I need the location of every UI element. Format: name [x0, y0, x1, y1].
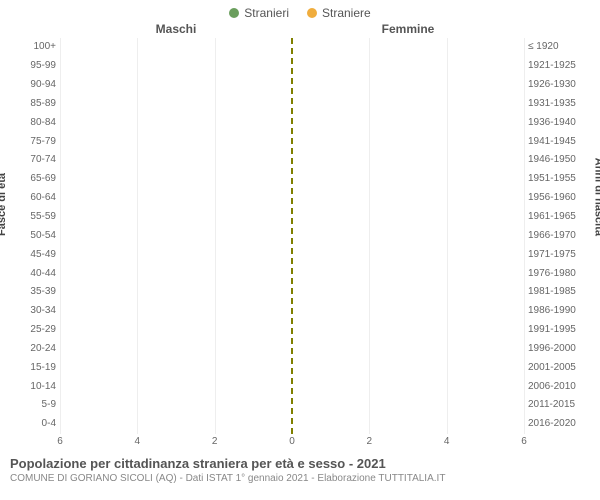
x-tick: 6: [57, 436, 63, 447]
birth-label: 2001-2005: [524, 358, 584, 377]
x-tick: 4: [135, 436, 141, 447]
pyramid-row: [60, 264, 524, 283]
age-label: 65-69: [16, 170, 60, 189]
x-tick: 2: [212, 436, 218, 447]
legend-item-female: Straniere: [307, 6, 371, 20]
age-label: 85-89: [16, 95, 60, 114]
pyramid-row: [60, 113, 524, 132]
age-label: 70-74: [16, 151, 60, 170]
x-tick: 4: [444, 436, 450, 447]
y-axis-label-left: Fasce di età: [0, 173, 8, 236]
pyramid-row: [60, 151, 524, 170]
age-label: 60-64: [16, 189, 60, 208]
legend: Stranieri Straniere: [0, 0, 600, 20]
age-label: 45-49: [16, 245, 60, 264]
pyramid-row: [60, 302, 524, 321]
birth-label: ≤ 1920: [524, 38, 584, 57]
age-label: 55-59: [16, 208, 60, 227]
legend-item-male: Stranieri: [229, 6, 289, 20]
age-label: 30-34: [16, 302, 60, 321]
pyramid-row: [60, 377, 524, 396]
birth-label: 2016-2020: [524, 415, 584, 434]
age-labels: 100+95-9990-9485-8980-8475-7970-7465-696…: [16, 38, 60, 434]
birth-label: 2006-2010: [524, 377, 584, 396]
x-tick: 6: [521, 436, 527, 447]
age-label: 5-9: [16, 396, 60, 415]
pyramid-row: [60, 396, 524, 415]
chart-subtitle: COMUNE DI GORIANO SICOLI (AQ) - Dati IST…: [10, 473, 590, 484]
pyramid-row: [60, 208, 524, 227]
birth-label: 1976-1980: [524, 264, 584, 283]
header-male: Maschi: [60, 22, 292, 36]
y-axis-label-right: Anni di nascita: [592, 158, 600, 236]
pyramid-row: [60, 415, 524, 434]
age-label: 95-99: [16, 57, 60, 76]
birth-label: 1921-1925: [524, 57, 584, 76]
pyramid-row: [60, 170, 524, 189]
birth-label: 1991-1995: [524, 321, 584, 340]
legend-label-female: Straniere: [322, 6, 371, 20]
age-label: 40-44: [16, 264, 60, 283]
birth-label: 1981-1985: [524, 283, 584, 302]
pyramid-row: [60, 38, 524, 57]
birth-label: 1936-1940: [524, 113, 584, 132]
pyramid-row: [60, 76, 524, 95]
age-label: 75-79: [16, 132, 60, 151]
birth-label: 1971-1975: [524, 245, 584, 264]
birth-label: 1931-1935: [524, 95, 584, 114]
birth-label: 2011-2015: [524, 396, 584, 415]
birth-label: 1926-1930: [524, 76, 584, 95]
plot-area: [60, 38, 524, 434]
pyramid-row: [60, 245, 524, 264]
x-tick: 2: [367, 436, 373, 447]
age-label: 15-19: [16, 358, 60, 377]
chart-footer: Popolazione per cittadinanza straniera p…: [0, 450, 600, 484]
legend-label-male: Stranieri: [244, 6, 289, 20]
pyramid-row: [60, 283, 524, 302]
age-label: 10-14: [16, 377, 60, 396]
pyramid-row: [60, 359, 524, 378]
chart-title: Popolazione per cittadinanza straniera p…: [10, 456, 590, 471]
age-label: 0-4: [16, 415, 60, 434]
pyramid-row: [60, 132, 524, 151]
pyramid-row: [60, 189, 524, 208]
birth-label: 1996-2000: [524, 340, 584, 359]
age-label: 20-24: [16, 340, 60, 359]
pyramid-chart: Fasce di età Anni di nascita 100+95-9990…: [0, 38, 600, 434]
age-label: 35-39: [16, 283, 60, 302]
age-label: 25-29: [16, 321, 60, 340]
x-ticks: 6 4 2 0 2 4 6: [60, 436, 524, 450]
age-label: 80-84: [16, 113, 60, 132]
age-label: 90-94: [16, 76, 60, 95]
x-tick: 0: [289, 436, 295, 447]
header-female: Femmine: [292, 22, 524, 36]
pyramid-row: [60, 321, 524, 340]
birth-label: 1946-1950: [524, 151, 584, 170]
birth-label: 1941-1945: [524, 132, 584, 151]
birth-label: 1956-1960: [524, 189, 584, 208]
age-label: 100+: [16, 38, 60, 57]
birth-label: 1961-1965: [524, 208, 584, 227]
pyramid-row: [60, 340, 524, 359]
birth-year-labels: ≤ 19201921-19251926-19301931-19351936-19…: [524, 38, 584, 434]
legend-swatch-female: [307, 8, 317, 18]
birth-label: 1966-1970: [524, 226, 584, 245]
column-headers: Maschi Femmine: [0, 22, 600, 36]
birth-label: 1951-1955: [524, 170, 584, 189]
age-label: 50-54: [16, 226, 60, 245]
x-axis: 6 4 2 0 2 4 6: [0, 436, 600, 450]
legend-swatch-male: [229, 8, 239, 18]
pyramid-row: [60, 95, 524, 114]
pyramid-row: [60, 227, 524, 246]
birth-label: 1986-1990: [524, 302, 584, 321]
pyramid-row: [60, 57, 524, 76]
